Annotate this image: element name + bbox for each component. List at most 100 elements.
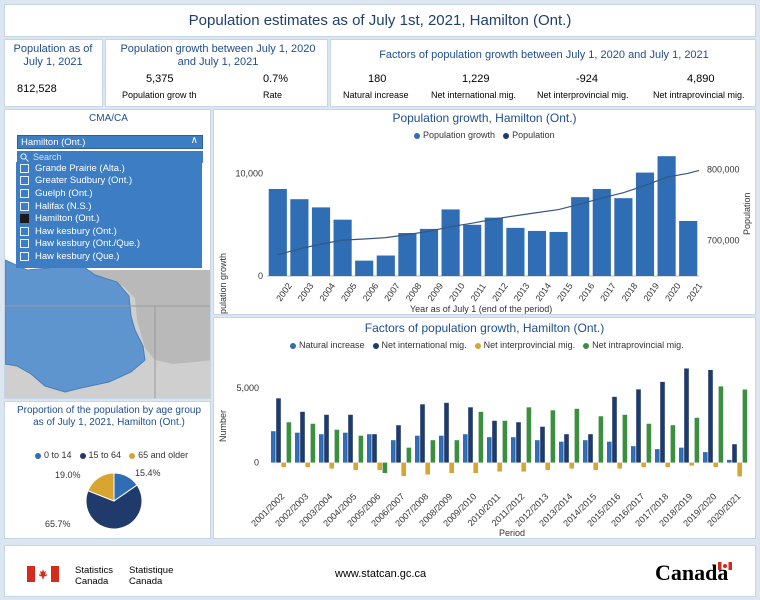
cma-label: CMA/CA [89,113,128,124]
bar [415,435,420,463]
bar [333,219,352,276]
legend-item: Natural increase [290,340,365,350]
chart-title: Factors of population growth, Hamilton (… [364,321,605,335]
factors-chart[interactable]: Number Period 2001/20022002/20032003/200… [214,318,756,539]
legend-item: Population growth [414,130,495,140]
population-line [277,169,700,256]
checkbox[interactable] [20,201,29,211]
bar [281,462,286,468]
bar [583,440,588,463]
bar [376,255,395,276]
kpi-rate-sublabel: Rate [263,90,283,100]
bar [713,462,718,468]
age-pie-chart[interactable]: 15.4% 65.7% 19.0% [5,402,211,539]
bar [382,462,388,474]
x-tick-label: 2021 [685,281,705,303]
chart-legend: Natural increase Net international mig. … [290,340,684,350]
pie-label: 15.4% [135,468,161,478]
bar [391,440,396,463]
cma-option-selected[interactable]: Hamilton (Ont.) [16,212,202,225]
chevron-up-icon[interactable]: ∧ [190,135,198,146]
pie-slice [87,472,115,502]
bar [526,407,532,463]
cma-options-list[interactable]: Grande Prairie (Alta.) Greater Sudbury (… [16,162,202,268]
bar [441,209,460,276]
bar [617,462,622,469]
canada-wordmark: Canada [655,560,733,586]
kpi-factor-label: Net intraprovincial mig. [653,90,745,100]
bar [550,410,556,463]
cma-option[interactable]: Haw kesbury (Que.) [16,250,202,263]
bar [430,440,436,463]
cma-option[interactable]: Grande Prairie (Alta.) [16,162,202,175]
bar [564,434,569,463]
kpi-growth-label: Population growth between July 1, 2020 a… [120,43,316,68]
bar [684,368,689,463]
y2-axis-label: Population [742,192,752,235]
pie-label: 65.7% [45,519,71,529]
region-map[interactable] [5,110,211,399]
bar [468,407,473,463]
x-tick-label: 2002 [274,281,294,303]
bar [598,416,604,463]
bar [401,462,406,477]
bar [439,435,444,463]
bar [449,462,454,474]
checkbox[interactable] [20,251,29,261]
cma-dropdown[interactable]: Hamilton (Ont.) ∧ [17,135,203,149]
population-growth-chart[interactable]: Population growth Population Year as of … [214,110,756,315]
x-tick-label: 2008 [404,281,424,303]
bar [310,423,316,463]
cma-option[interactable]: Guelph (Ont.) [16,187,202,200]
pie-label: 19.0% [55,470,81,480]
cma-option[interactable]: Haw kesbury (Ont.) [16,225,202,238]
population-growth-panel: Population growth, Hamilton (Ont.) Popul… [213,109,756,315]
bar [592,188,611,276]
legend-item: Population [503,130,555,140]
kpi-population-card: Population as of July 1, 2021 812,528 [4,39,103,107]
chart-title: Population growth, Hamilton (Ont.) [392,111,577,125]
kpi-factor-value: 1,229 [462,73,490,85]
bar [737,462,742,477]
checkbox[interactable] [20,239,29,249]
cma-option[interactable]: Greater Sudbury (Ont.) [16,175,202,188]
x-tick-label: 2018 [620,281,640,303]
bar [540,426,545,463]
age-pie-title: Proportion of the population by age grou… [16,405,202,428]
bar [348,414,353,463]
checkbox[interactable] [20,226,29,236]
kpi-factor-value: 4,890 [687,73,715,85]
bar [311,207,331,276]
x-tick-label: 2014 [533,281,553,303]
bar [679,447,684,463]
bar [334,429,340,463]
y-tick-label: 5,000 [236,383,259,393]
cma-option[interactable]: Halifax (N.S.) [16,200,202,213]
bar [492,420,497,463]
bar [559,441,564,463]
legend-item: 15 to 64 [79,450,121,460]
cma-search[interactable]: Search [17,151,203,163]
bar [502,420,508,463]
legend-item: Net international mig. [372,340,467,350]
bar [657,156,676,276]
bar [535,440,540,463]
bar [372,434,377,463]
bar [286,422,292,463]
kpi-population-label: Population as of July 1, 2021 [13,43,93,68]
bar [420,404,425,463]
cma-option[interactable]: Haw kesbury (Ont./Que.) [16,238,202,251]
checkbox[interactable] [20,163,29,173]
checkbox[interactable] [20,176,29,186]
kpi-growth-card: Population growth between July 1, 2020 a… [105,39,328,107]
x-tick-label: 2015 [555,281,575,303]
x-tick-label: 2006 [361,281,381,303]
x-axis-label: Year as of July 1 (end of the period) [410,304,552,314]
bar [635,172,655,276]
kpi-growth-sublabel: Population grow th [122,90,197,100]
statcan-url[interactable]: www.statcan.gc.ca [335,568,427,580]
checkbox[interactable] [20,188,29,198]
bar [276,398,281,463]
checkbox-checked[interactable] [20,214,29,224]
x-tick-label: 2003 [296,281,316,303]
